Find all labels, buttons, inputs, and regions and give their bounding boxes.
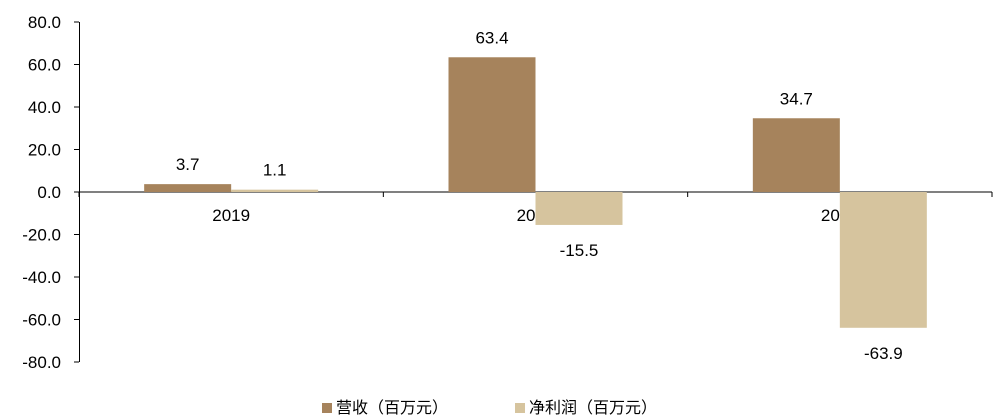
data-label: 63.4 — [475, 28, 508, 47]
y-tick-label: 20.0 — [28, 141, 61, 160]
y-tick-label: -80.0 — [22, 353, 61, 372]
y-tick-label: 0.0 — [37, 183, 61, 202]
bar-series-2 — [535, 192, 623, 225]
y-tick-label: -40.0 — [22, 268, 61, 287]
y-tick-label: 80.0 — [28, 13, 61, 32]
data-label: -15.5 — [560, 241, 599, 260]
bar-series-2 — [231, 189, 319, 192]
data-label: 3.7 — [176, 155, 200, 174]
y-tick-label: 40.0 — [28, 98, 61, 117]
data-labels: 3.7 63.4 34.7 1.1 -15.5 -63.9 — [176, 28, 903, 363]
data-label: 1.1 — [263, 161, 287, 180]
legend-swatch — [322, 403, 332, 413]
bar-series-1 — [144, 184, 232, 192]
x-category-label: 2019 — [212, 206, 250, 225]
bar-series-2 — [839, 192, 927, 328]
bar-series-1 — [448, 57, 536, 193]
legend-label: 净利润（百万元） — [529, 398, 657, 417]
bar-series-1 — [752, 118, 840, 192]
data-label: -63.9 — [864, 344, 903, 363]
legend-swatch — [515, 403, 525, 413]
y-tick-label: -20.0 — [22, 226, 61, 245]
legend: 营收（百万元） 净利润（百万元） — [322, 398, 657, 417]
y-tick-label: -60.0 — [22, 311, 61, 330]
bars — [144, 57, 927, 328]
y-tick-label: 60.0 — [28, 56, 61, 75]
axes: 80.0 60.0 40.0 20.0 0.0 -20.0 -40.0 -60.0 -80.0 2… — [22, 13, 993, 372]
legend-label: 营收（百万元） — [336, 398, 448, 417]
data-label: 34.7 — [780, 89, 813, 108]
